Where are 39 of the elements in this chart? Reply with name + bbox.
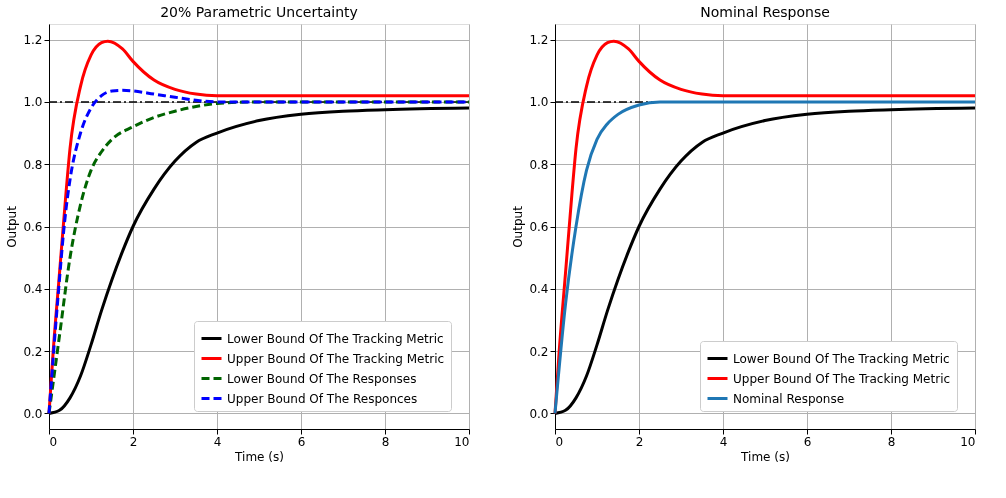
x-tick-label: 10 <box>454 434 470 449</box>
x-tick-label: 0 <box>555 434 564 449</box>
x-axis-title: Time (s) <box>234 449 284 464</box>
x-tick-label: 4 <box>719 434 728 449</box>
legend-label: Lower Bound Of The Tracking Metric <box>227 331 444 346</box>
y-axis-title: Output <box>511 205 526 248</box>
x-tick-label: 6 <box>803 434 812 449</box>
y-tick-label: 0.2 <box>23 344 43 359</box>
y-tick-label: 0.6 <box>529 220 549 234</box>
legend-label: Upper Bound Of The Responces <box>227 391 418 406</box>
x-tick-label: 8 <box>381 434 390 449</box>
x-axis-title: Time (s) <box>740 449 790 464</box>
y-axis-title: Output <box>5 205 20 248</box>
y-tick-label: 0.0 <box>23 406 43 421</box>
x-tick-label: 4 <box>213 434 222 449</box>
x-tick-label: 6 <box>297 434 306 449</box>
x-tick-label: 10 <box>960 434 976 449</box>
y-tick-label: 1.0 <box>529 95 549 110</box>
x-tick-label: 0 <box>49 434 58 449</box>
legend-label: Lower Bound Of The Tracking Metric <box>733 351 950 366</box>
legend-label: Nominal Response <box>733 391 845 406</box>
chart-title: Nominal Response <box>700 4 830 20</box>
y-tick-label: 0.6 <box>23 220 43 234</box>
y-tick-label: 0.8 <box>23 157 43 172</box>
x-tick-label: 2 <box>635 434 644 449</box>
legend-label: Upper Bound Of The Tracking Metric <box>227 351 445 366</box>
y-tick-label: 0.0 <box>529 406 549 421</box>
y-tick-label: 0.2 <box>529 344 549 359</box>
chart-title: 20% Parametric Uncertainty <box>160 4 358 20</box>
legend-label: Upper Bound Of The Tracking Metric <box>733 371 951 386</box>
legend-label: Lower Bound Of The Responses <box>227 371 417 386</box>
y-tick-label: 1.2 <box>23 33 43 48</box>
y-tick-label: 1.0 <box>23 95 43 110</box>
y-tick-label: 0.4 <box>23 282 43 297</box>
y-tick-label: 0.4 <box>529 282 549 297</box>
y-tick-label: 1.2 <box>529 33 549 48</box>
x-tick-label: 2 <box>129 434 138 449</box>
y-tick-label: 0.8 <box>529 157 549 172</box>
x-tick-label: 8 <box>887 434 896 449</box>
